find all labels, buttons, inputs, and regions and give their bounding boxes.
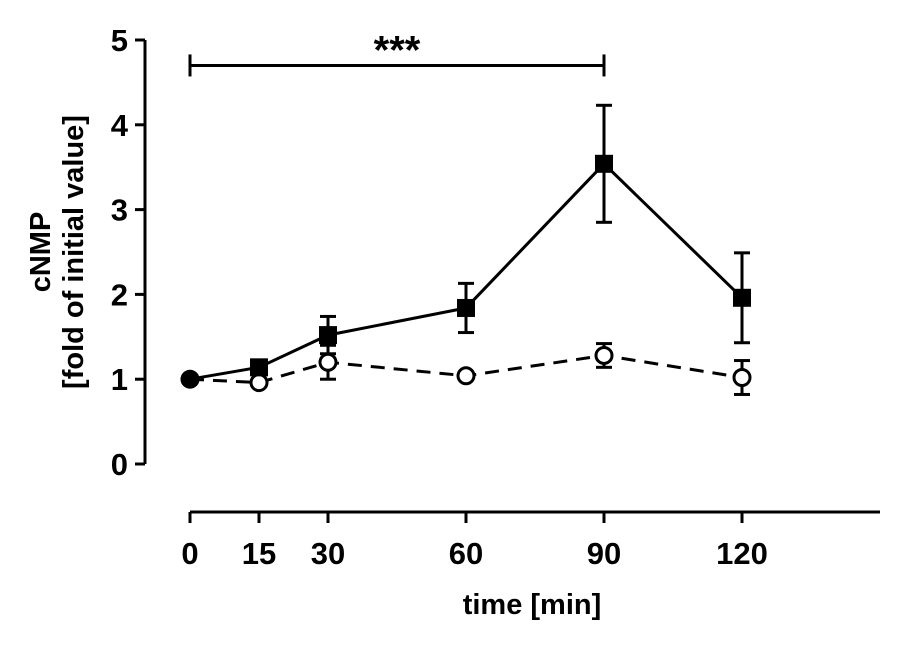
data-point [456,366,476,386]
data-point [733,288,751,307]
plot-area [180,54,752,396]
x-tick-label: 60 [449,536,483,571]
data-point [457,298,475,317]
data-point [250,358,268,377]
series-line [189,161,744,381]
data-point [181,370,199,389]
x-tick-label: 30 [311,536,345,571]
y-axis: 0 1 2 3 4 5 [111,23,147,482]
y-axis-label-line2: [fold of initial value] [58,115,90,389]
x-tick-label: 0 [181,536,198,571]
x-tick-label: 90 [587,536,621,571]
data-point [595,154,613,173]
data-point [319,326,337,345]
data-point [318,352,338,372]
data-point [594,345,614,365]
x-tick-label: 15 [242,536,276,571]
series-line [189,353,743,385]
y-tick-label: 4 [111,108,129,143]
y-tick-label: 0 [111,447,128,482]
y-tick-label: 2 [111,277,128,312]
significance-label: *** [374,28,421,72]
x-axis-label: time [min] [463,589,602,621]
y-tick-label: 3 [111,193,128,228]
y-tick-label: 1 [111,362,128,397]
data-point [732,368,752,388]
y-tick-label: 5 [111,23,128,58]
y-axis-label-line1: cNMP [25,212,57,293]
x-tick-label: 120 [716,536,768,571]
data-point [249,373,269,393]
x-axis: 0 15 30 60 90 120 [181,510,880,571]
